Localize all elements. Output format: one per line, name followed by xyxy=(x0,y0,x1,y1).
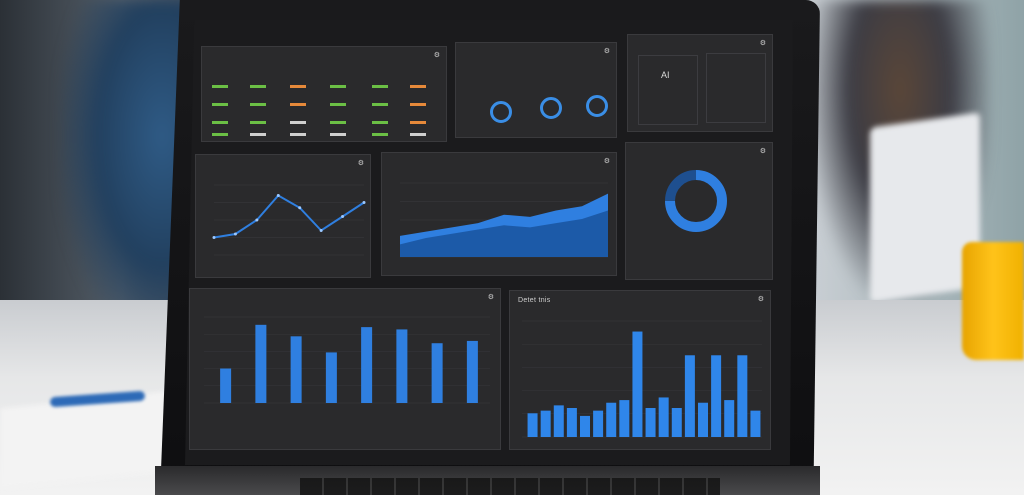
kpi-value-green xyxy=(372,103,388,106)
bar-chart-right xyxy=(522,320,762,438)
gauge-ring xyxy=(490,101,512,123)
bar xyxy=(750,410,761,437)
line-series xyxy=(213,194,365,239)
kpi-value-green xyxy=(330,85,346,88)
bar xyxy=(553,405,564,437)
bar xyxy=(540,410,551,437)
bar xyxy=(632,331,643,437)
kpi-value-green xyxy=(372,121,388,124)
line-chart xyxy=(212,184,366,256)
kpi-value-orange xyxy=(410,85,426,88)
donut-panel: ⚙ xyxy=(625,142,773,280)
bar xyxy=(684,355,695,437)
kpi-value-green xyxy=(250,121,266,124)
kpi-value xyxy=(410,133,426,136)
kpi-panel: ⚙ xyxy=(201,46,447,142)
summary-panel: ⚙ AI xyxy=(627,34,773,132)
settings-icon[interactable]: ⚙ xyxy=(757,296,764,303)
bar-chart-panel-right: Detet tnis ⚙ xyxy=(509,290,771,450)
bar xyxy=(220,368,232,403)
line-point xyxy=(233,232,237,236)
kpi-value xyxy=(250,133,266,136)
kpi-value-green xyxy=(372,85,388,88)
area-chart-panel: ⚙ xyxy=(381,152,617,276)
kpi-value-green xyxy=(330,121,346,124)
line-point xyxy=(362,201,366,204)
kpi-value-green xyxy=(212,133,228,136)
kpi-value xyxy=(290,121,306,124)
bar xyxy=(431,343,443,403)
bar xyxy=(255,324,267,403)
bar xyxy=(396,329,408,403)
donut-chart xyxy=(665,170,727,232)
bar xyxy=(527,413,538,437)
kpi-value-green xyxy=(372,133,388,136)
gauge-ring xyxy=(540,97,562,119)
kpi-value-green xyxy=(212,103,228,106)
summary-box-left: AI xyxy=(638,55,698,125)
settings-icon[interactable]: ⚙ xyxy=(759,40,766,47)
kpi-value-orange xyxy=(410,121,426,124)
kpi-value-green xyxy=(330,103,346,106)
settings-icon[interactable]: ⚙ xyxy=(759,148,766,155)
bar xyxy=(361,327,373,403)
bar xyxy=(711,355,722,437)
yellow-mug xyxy=(962,242,1024,360)
kpi-value-green xyxy=(250,103,266,106)
settings-icon[interactable]: ⚙ xyxy=(603,158,610,165)
kpi-value-green xyxy=(212,121,228,124)
bar-chart-panel-left: ⚙ xyxy=(189,288,501,450)
kpi-value xyxy=(290,133,306,136)
kpi-value-orange xyxy=(290,85,306,88)
kpi-value-orange xyxy=(410,103,426,106)
bar xyxy=(698,402,708,437)
bar-chart-right-title: Detet tnis xyxy=(518,297,551,304)
kpi-value-green xyxy=(250,85,266,88)
settings-icon[interactable]: ⚙ xyxy=(357,160,364,167)
donut-slice xyxy=(665,170,727,232)
bar xyxy=(466,340,478,403)
keyboard xyxy=(300,478,720,495)
bar xyxy=(606,402,617,437)
settings-icon[interactable]: ⚙ xyxy=(603,48,610,55)
kpi-value-grid xyxy=(210,81,442,139)
kpi-value-orange xyxy=(290,103,306,106)
area-chart xyxy=(400,182,608,258)
bar xyxy=(658,397,669,437)
bar xyxy=(290,336,302,403)
bar xyxy=(593,410,604,437)
kpi-value xyxy=(330,133,346,136)
gauge-ring xyxy=(586,95,608,117)
bar xyxy=(737,355,748,437)
bar xyxy=(580,415,590,437)
line-point xyxy=(212,236,216,239)
line-point xyxy=(255,218,259,222)
laptop-screen: ⚙ xyxy=(185,20,793,465)
bar xyxy=(724,400,735,437)
line-point xyxy=(276,194,280,197)
line-point xyxy=(298,206,302,210)
area-series xyxy=(400,210,608,257)
settings-icon[interactable]: ⚙ xyxy=(433,52,440,59)
bar-chart-left xyxy=(204,316,490,404)
gauges-panel: ⚙ xyxy=(455,42,617,138)
bar xyxy=(325,352,337,403)
bar xyxy=(645,408,656,437)
bar xyxy=(619,400,630,437)
summary-box-right xyxy=(706,53,766,123)
kpi-value-green xyxy=(212,85,228,88)
line-point xyxy=(319,229,323,232)
settings-icon[interactable]: ⚙ xyxy=(487,294,494,301)
summary-left-value: AI xyxy=(661,70,670,80)
bar xyxy=(566,408,577,437)
line-chart-panel: ⚙ xyxy=(195,154,371,278)
line-point xyxy=(341,215,345,218)
bar xyxy=(671,408,682,437)
